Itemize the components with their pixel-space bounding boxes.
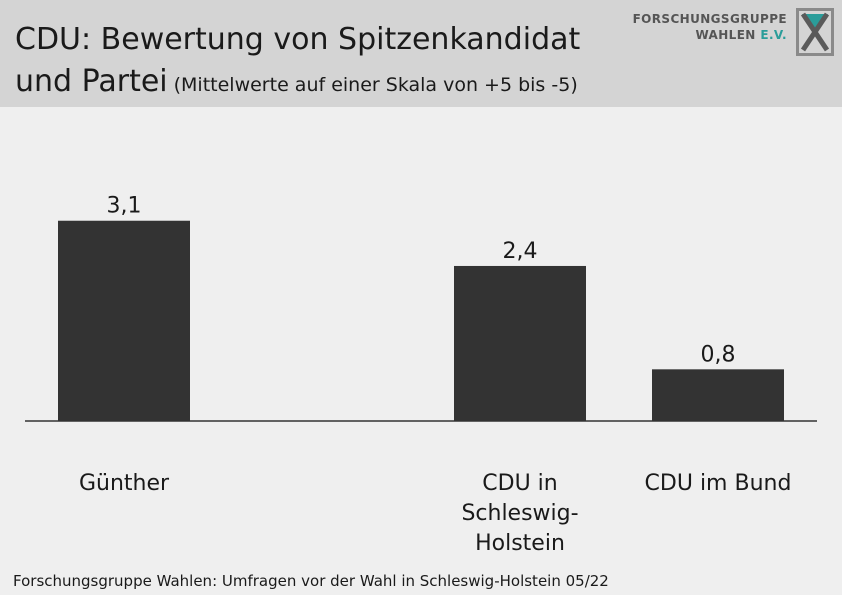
category-label-0-0: Günther xyxy=(79,471,170,496)
category-label-2-1: Schleswig- xyxy=(461,501,578,526)
value-label-0: 3,1 xyxy=(107,194,142,219)
page-title-line2: und Partei (Mittelwerte auf einer Skala v… xyxy=(15,64,578,99)
value-label-2: 2,4 xyxy=(503,239,538,264)
page-subtitle: (Mittelwerte auf einer Skala von +5 bis … xyxy=(173,74,578,96)
logo-text: FORSCHUNGSGRUPPE WAHLEN E.V. xyxy=(633,11,787,43)
page-title-line1: CDU: Bewertung von Spitzenkandidat xyxy=(15,22,581,57)
logo-line1: FORSCHUNGSGRUPPE xyxy=(632,12,787,26)
fgw-x-logo-icon xyxy=(796,8,834,56)
bar-2 xyxy=(454,265,586,421)
value-label-3: 0,8 xyxy=(701,342,736,367)
logo-line2-main: WAHLEN xyxy=(695,28,761,42)
category-label-3-0: CDU im Bund xyxy=(645,471,792,496)
bar-3 xyxy=(652,369,784,421)
bar-0 xyxy=(58,220,190,421)
logo-line2: WAHLEN E.V. xyxy=(633,27,787,43)
category-label-2-0: CDU in xyxy=(482,471,557,496)
source-footer: Forschungsgruppe Wahlen: Umfragen vor de… xyxy=(13,572,609,590)
logo-line2-accent: E.V. xyxy=(760,28,787,42)
category-label-2-2: Holstein xyxy=(475,531,565,556)
header: CDU: Bewertung von Spitzenkandidat und P… xyxy=(0,0,842,107)
page-title-line2-text: und Partei xyxy=(15,64,168,99)
bar-chart: 3,1 Günther 2,4 CDU in Schleswig- Holstein 0,8… xyxy=(25,194,817,556)
